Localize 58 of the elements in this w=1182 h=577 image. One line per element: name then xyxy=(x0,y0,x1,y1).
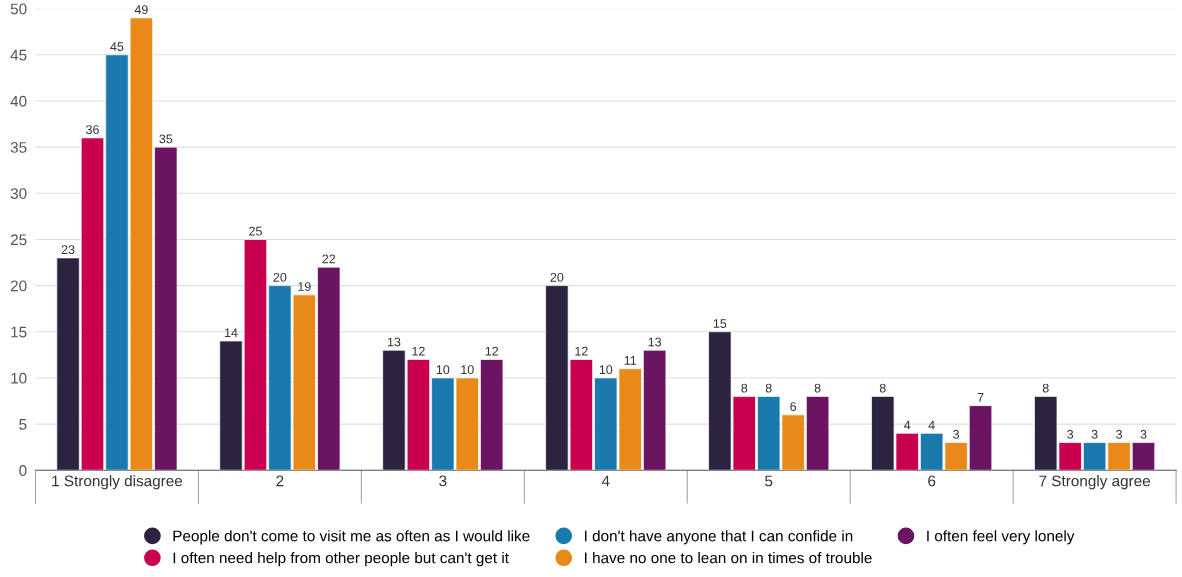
data-label: 4 xyxy=(904,420,911,430)
legend-label: People don't come to visit me as often as I would like xyxy=(173,530,530,545)
data-label: 49 xyxy=(134,5,148,15)
data-label: 6 xyxy=(790,402,797,411)
y-tick-label: 35 xyxy=(10,142,27,153)
data-label: 12 xyxy=(485,346,499,356)
data-label: 12 xyxy=(412,346,425,356)
legend-label: I often feel very lonely xyxy=(927,530,1075,545)
data-label: 8 xyxy=(765,383,772,393)
legend-label: I don't have anyone that I can confide in xyxy=(585,530,853,545)
data-label: 14 xyxy=(225,328,238,338)
y-tick-label: 40 xyxy=(10,95,27,107)
data-label: 20 xyxy=(550,272,564,282)
x-tick-label: 3 xyxy=(439,475,447,487)
data-label: 35 xyxy=(159,134,173,144)
data-label: 10 xyxy=(436,365,450,375)
x-tick-label: 6 xyxy=(928,475,936,487)
data-label: 13 xyxy=(387,337,401,347)
legend-label: I often need help from other people but can't get it xyxy=(173,552,509,567)
data-label: 3 xyxy=(1067,429,1074,439)
data-label: 8 xyxy=(814,383,821,393)
x-tick-label: 2 xyxy=(276,475,284,487)
data-label: 10 xyxy=(461,365,474,375)
data-label: 12 xyxy=(575,346,588,356)
data-label: 3 xyxy=(1091,429,1098,439)
data-label: 8 xyxy=(741,383,748,393)
data-label: 3 xyxy=(953,429,960,439)
y-tick-label: 20 xyxy=(10,280,27,292)
x-tick-label: 5 xyxy=(765,475,773,487)
data-label: 36 xyxy=(86,125,99,135)
data-label: 19 xyxy=(298,282,311,291)
y-tick-label: 30 xyxy=(10,188,27,199)
y-tick-label: 5 xyxy=(19,419,27,430)
data-label: 4 xyxy=(928,420,935,430)
x-tick-label: 1 Strongly disagree xyxy=(52,475,183,490)
y-tick-label: 10 xyxy=(11,372,27,384)
data-label: 7 xyxy=(977,393,984,402)
data-label: 10 xyxy=(599,365,613,375)
data-label: 3 xyxy=(1116,429,1122,439)
y-tick-label: 45 xyxy=(10,49,27,61)
data-label: 23 xyxy=(61,245,75,255)
y-tick-label: 15 xyxy=(11,326,27,338)
x-tick-label: 4 xyxy=(601,475,610,487)
data-label: 20 xyxy=(273,272,287,282)
legend-label: I have no one to lean on in times of trouble xyxy=(585,552,872,564)
y-tick-label: 50 xyxy=(10,3,27,15)
x-tick-label: 7 Strongly agree xyxy=(1039,475,1150,490)
data-label: 3 xyxy=(1140,429,1147,439)
data-label: 8 xyxy=(1042,383,1049,393)
data-label: 45 xyxy=(110,42,124,51)
data-label: 8 xyxy=(879,383,886,393)
data-label: 13 xyxy=(648,337,662,347)
data-label: 15 xyxy=(713,319,727,328)
data-label: 22 xyxy=(322,254,336,264)
y-tick-label: 0 xyxy=(19,465,27,476)
data-label: 25 xyxy=(249,226,262,236)
data-label: 11 xyxy=(624,356,637,365)
y-tick-label: 25 xyxy=(10,234,27,246)
